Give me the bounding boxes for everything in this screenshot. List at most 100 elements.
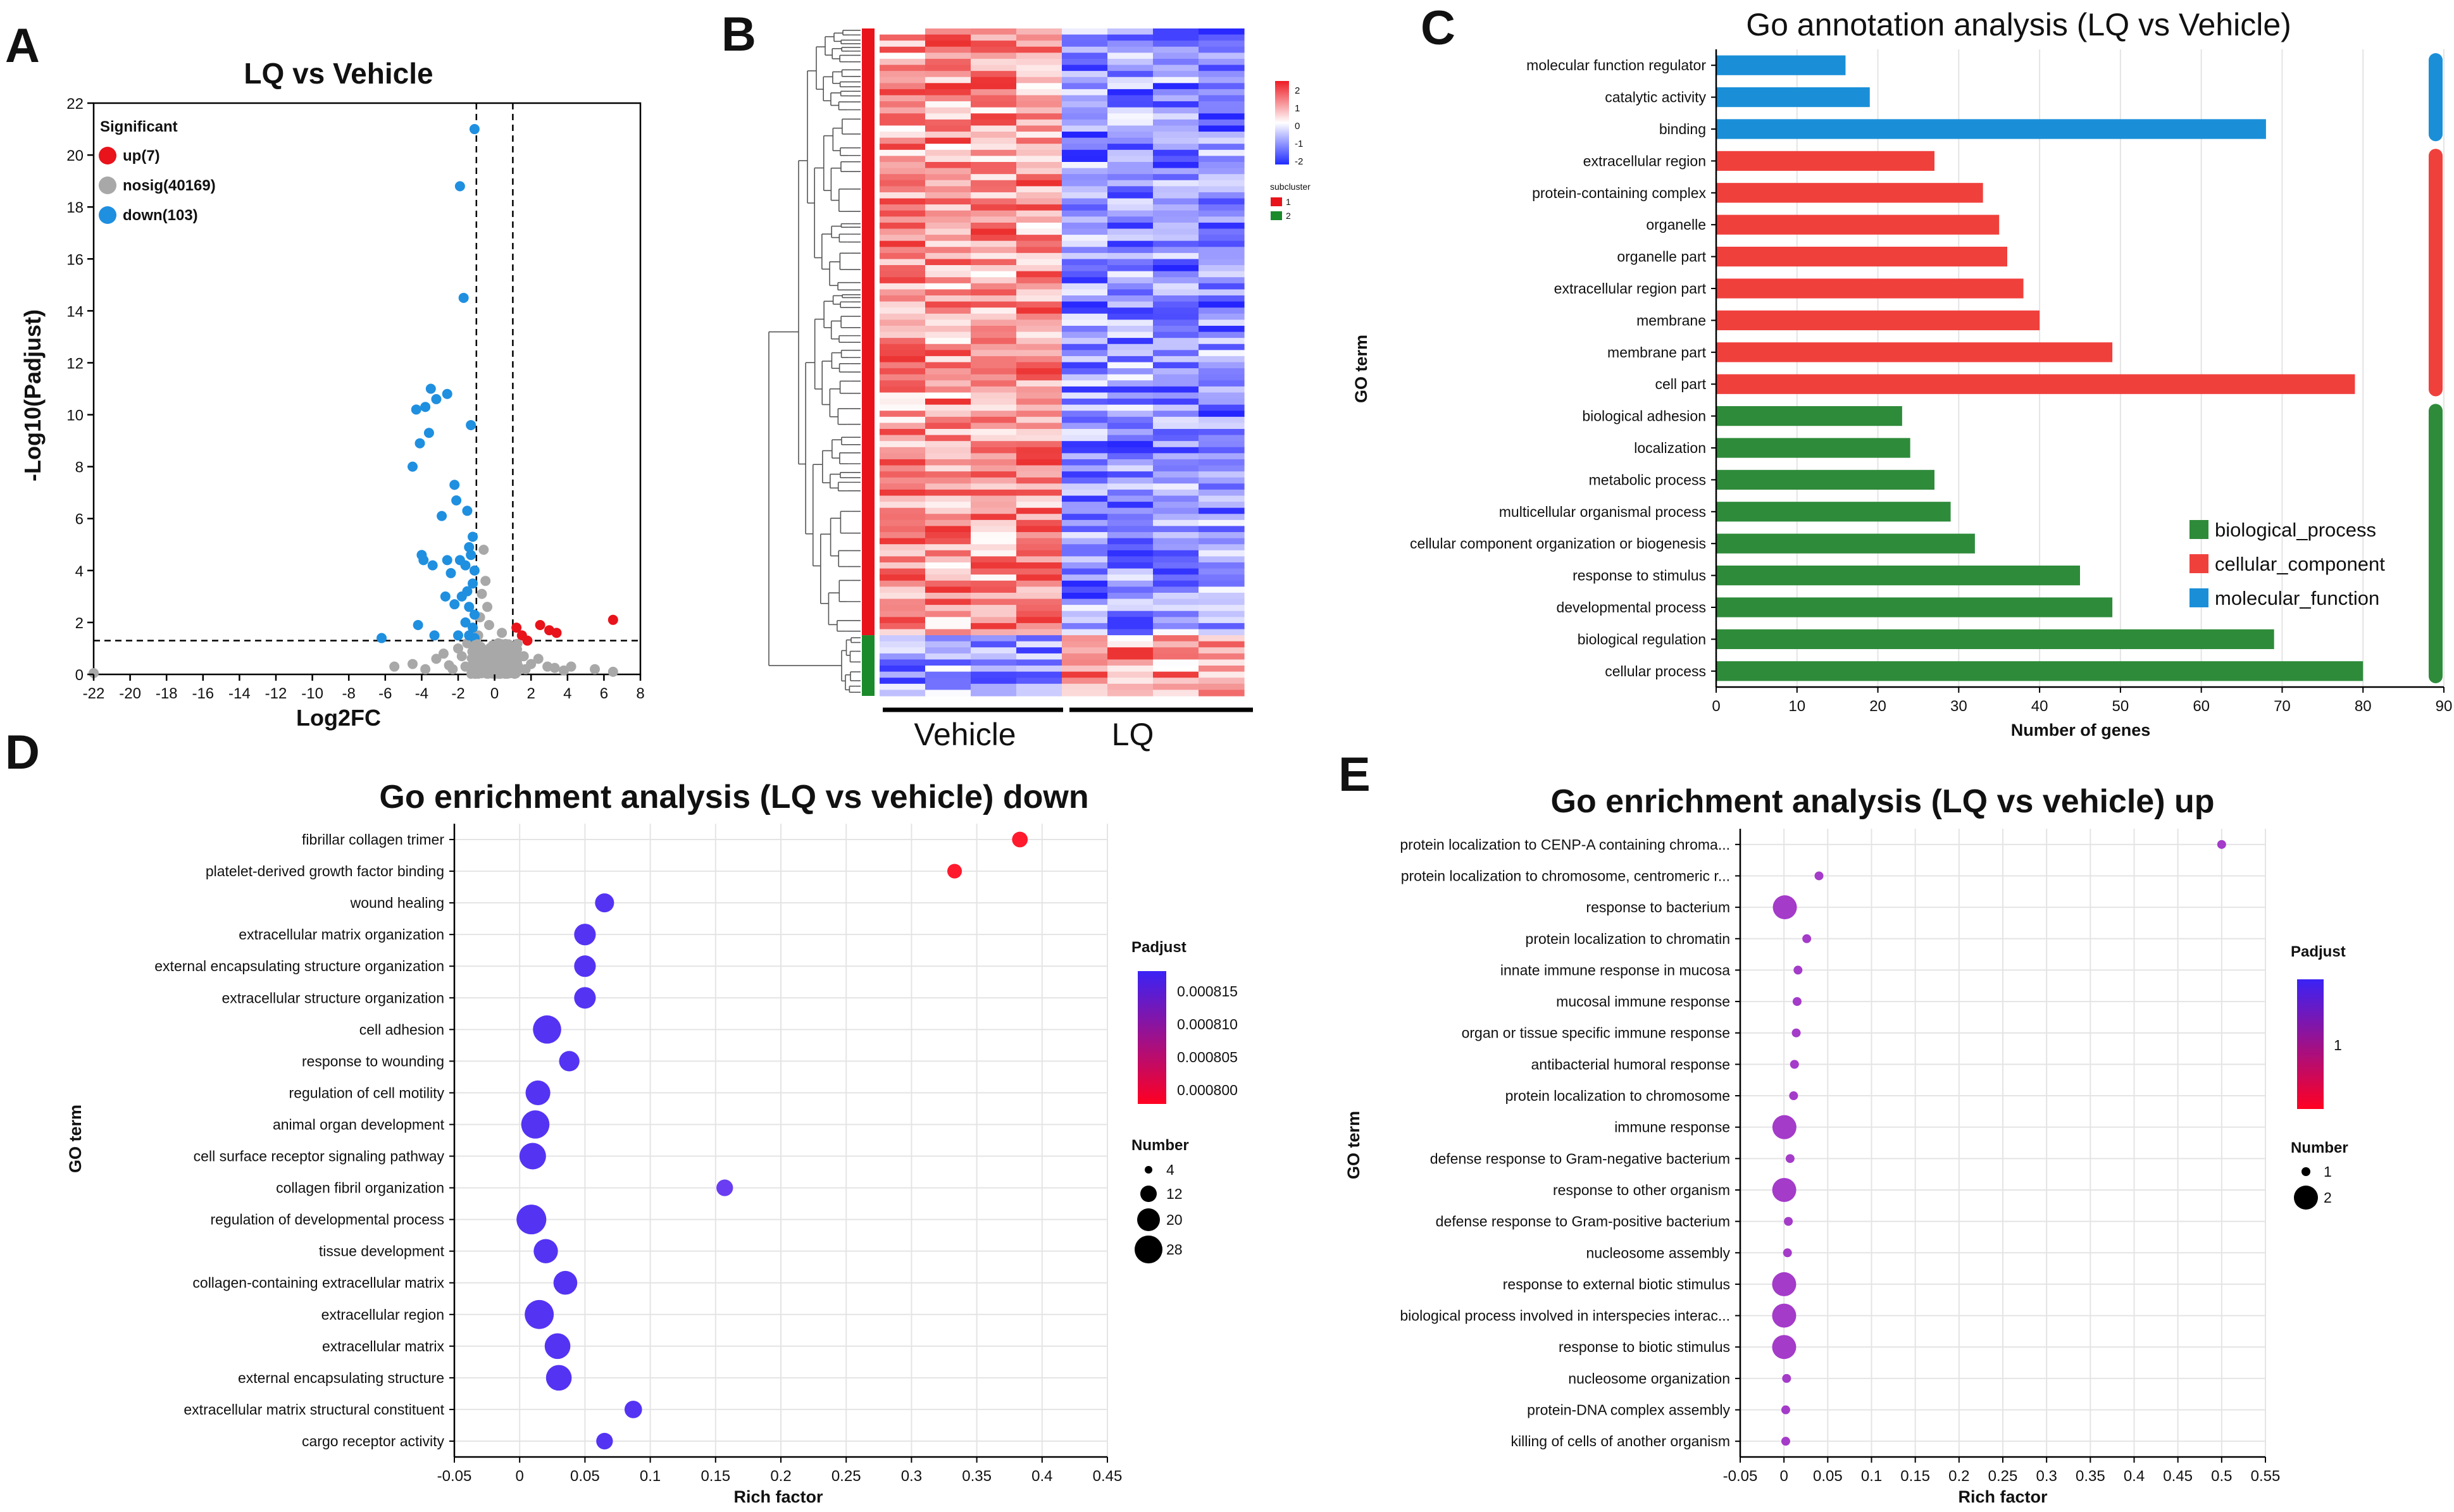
heatmap-cell	[1153, 350, 1199, 357]
heatmap-cell	[880, 641, 926, 648]
heatmap-cell	[1107, 507, 1154, 514]
heatmap-cell	[1062, 350, 1108, 357]
heatmap-cell	[1107, 532, 1154, 539]
heatmap-cell	[1062, 647, 1108, 654]
heatmap-cell	[1016, 671, 1062, 678]
heatmap-cell	[1199, 186, 1245, 193]
heatmap-cell	[1062, 228, 1108, 235]
heatmap-cell	[880, 507, 926, 514]
heatmap-cell	[971, 77, 1017, 84]
heatmap-cell	[925, 119, 971, 127]
nosig-point	[566, 661, 576, 672]
heatmap-cell	[1016, 101, 1062, 108]
heatmap-cell	[1199, 71, 1245, 78]
annotation-x-label: Number of genes	[2011, 721, 2151, 740]
bubble-term-label: protein-DNA complex assembly	[1527, 1402, 1730, 1418]
heatmap-cell	[880, 319, 926, 326]
heatmap-cell	[880, 216, 926, 223]
annotation-bar	[1716, 661, 2364, 681]
heatmap-cell	[1062, 132, 1108, 139]
heatmap-cell	[1062, 580, 1108, 587]
heatmap-cell	[1107, 168, 1154, 175]
heatmap-cell	[971, 149, 1017, 157]
heatmap-cell	[1153, 465, 1199, 472]
heatmap-cell	[1107, 149, 1154, 157]
heatmap-cell	[1107, 144, 1154, 151]
heatmap-cell	[1107, 350, 1154, 357]
heatmap-cell	[1062, 53, 1108, 59]
bubble-term-label: defense response to Gram-negative bacter…	[1430, 1150, 1730, 1167]
annotation-title: Go annotation analysis (LQ vs Vehicle)	[1746, 7, 2291, 42]
heatmap-cell	[1153, 592, 1199, 600]
heatmap-cell	[971, 356, 1017, 363]
heatmap-cell	[971, 429, 1017, 436]
heatmap-cell	[1062, 58, 1108, 66]
heatmap-cell	[1199, 392, 1245, 399]
heatmap-cell	[1062, 489, 1108, 497]
heatmap-cell	[1016, 489, 1062, 497]
heatmap-cell	[1153, 380, 1199, 387]
heatmap-cell	[971, 526, 1017, 533]
heatmap-cell	[1153, 289, 1199, 296]
bubble-term-label: protein localization to CENP-A containin…	[1400, 836, 1730, 853]
heatmap-cell	[1107, 156, 1154, 163]
heatmap-cell	[1062, 544, 1108, 551]
volcano-x-tick-label: 4	[563, 685, 571, 702]
legend-mf-label: molecular_function	[2215, 587, 2379, 609]
heatmap-cell	[1199, 592, 1245, 600]
heatmap-cell	[1107, 132, 1154, 139]
heatmap-cell	[1062, 283, 1108, 290]
heatmap-cell	[971, 647, 1017, 654]
heatmap-cell	[925, 350, 971, 357]
heatmap-cell	[1107, 489, 1154, 497]
heatmap-cell	[1107, 392, 1154, 399]
heatmap-cell	[1107, 623, 1154, 630]
heatmap-cell	[1153, 252, 1199, 260]
annotation-category-label: organelle	[1646, 216, 1706, 233]
down-point	[449, 599, 460, 610]
heatmap-cell	[880, 453, 926, 460]
annotation-bars	[1716, 55, 2364, 681]
heatmap-cell	[1107, 514, 1154, 521]
heatmap-cell	[1016, 210, 1062, 217]
heatmap-cell	[971, 156, 1017, 163]
heatmap-cell	[925, 204, 971, 211]
heatmap-cell	[1199, 477, 1245, 484]
heatmap-cell	[1062, 362, 1108, 369]
down-point	[468, 531, 478, 542]
heatmap-cell	[971, 144, 1017, 151]
heatmap-cell	[880, 574, 926, 581]
volcano-x-label: Log2FC	[296, 705, 381, 731]
heatmap-cell	[1107, 77, 1154, 84]
heatmap-cell	[1153, 678, 1199, 685]
heatmap-cell	[971, 441, 1017, 448]
heatmap-cell	[1107, 562, 1154, 569]
heatmap-cell	[880, 526, 926, 533]
heatmap-cell	[1199, 532, 1245, 539]
heatmap-cell	[1107, 265, 1154, 272]
heatmap-cell	[1062, 338, 1108, 345]
heatmap-cell	[880, 459, 926, 466]
heatmap-cell	[1153, 574, 1199, 581]
annotation-x-tick-label: 90	[2436, 698, 2453, 715]
heatmap-cell	[1016, 404, 1062, 411]
nosig-point	[456, 651, 467, 662]
volcano-x-tick-label: -20	[119, 685, 141, 702]
down-point	[440, 591, 451, 602]
enrichment-up-dots	[1772, 840, 2226, 1446]
heatmap-cell	[1016, 471, 1062, 478]
down-point	[437, 511, 447, 521]
heatmap-cell	[971, 659, 1017, 666]
subcluster-2-bar	[862, 635, 875, 696]
heatmap-cell	[880, 307, 926, 314]
heatmap-cell	[1199, 180, 1245, 187]
heatmap-cell	[1107, 635, 1154, 642]
heatmap-cell	[925, 65, 971, 71]
heatmap-cell	[880, 489, 926, 497]
nosig-point	[497, 669, 507, 679]
heatmap-cell	[1199, 107, 1245, 114]
bubble-x-tick-label: 0.35	[2076, 1468, 2105, 1485]
heatmap-cell	[925, 483, 971, 490]
bubble-dot	[947, 864, 962, 879]
heatmap-cell	[1107, 307, 1154, 314]
